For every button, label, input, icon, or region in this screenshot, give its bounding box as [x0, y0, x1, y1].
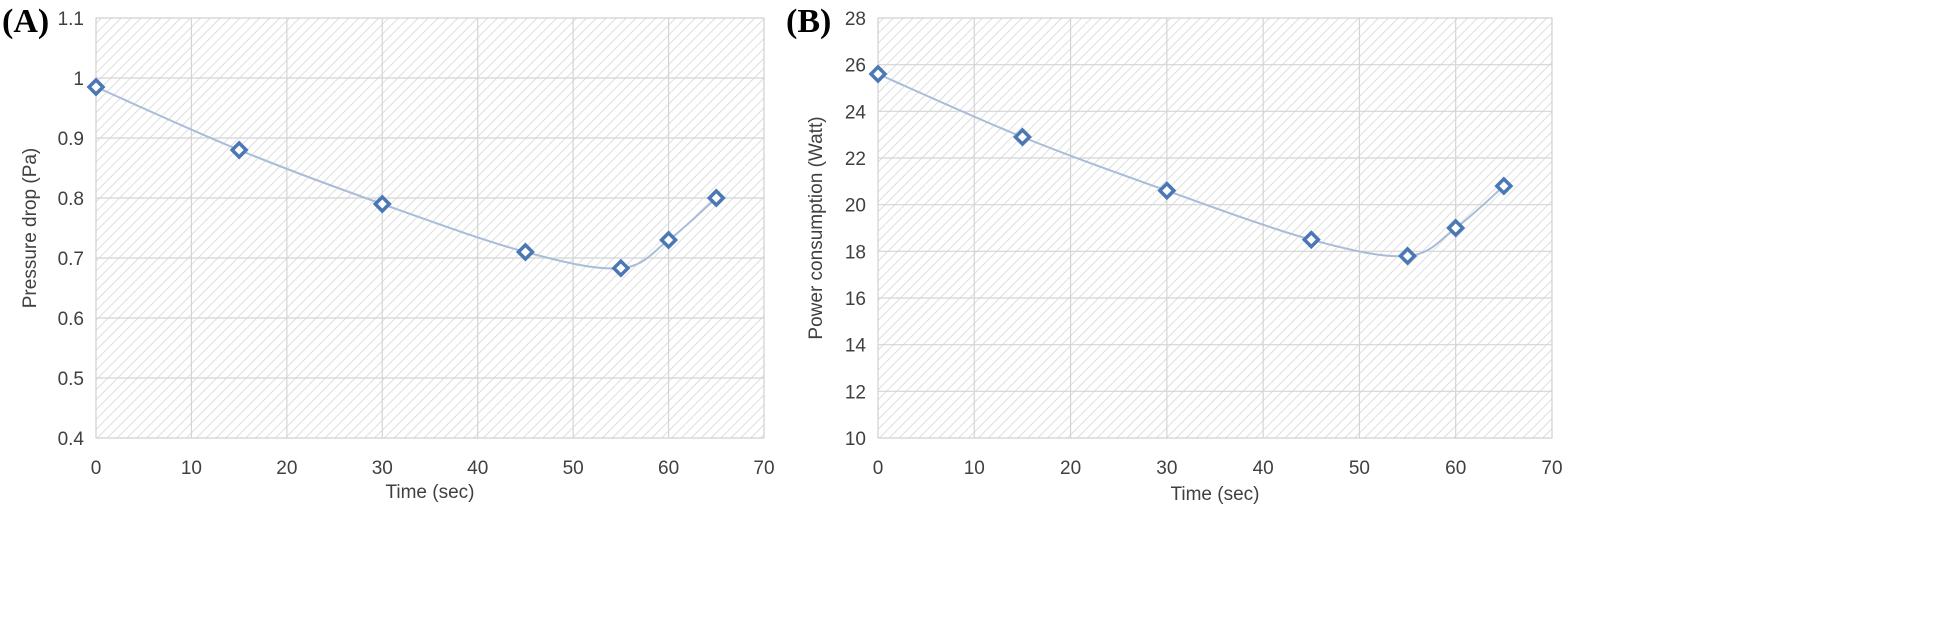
chart-b-frame [877, 17, 1553, 439]
chart-a-plot-area [96, 18, 764, 438]
panel-a-label: (A) [2, 3, 49, 40]
chart-a-data-point [706, 188, 726, 208]
chart-b-x-tick-label: 30 [1156, 458, 1177, 479]
chart-a-y-tick-label: 1 [73, 69, 84, 90]
panel-b-label: (B) [786, 3, 831, 40]
chart-b-data-point [1446, 218, 1466, 238]
chart-b-y-tick-label: 16 [845, 289, 866, 310]
chart-a-y-tick-label: 0.5 [58, 369, 84, 390]
chart-a-data-point [515, 242, 535, 262]
chart-b-y-tick-label: 12 [845, 382, 866, 403]
chart-b-data-point [1157, 181, 1177, 201]
chart-a-x-tick-label: 20 [276, 458, 297, 479]
chart-a-markers [86, 77, 726, 278]
chart-a-y-tick-label: 1.1 [58, 9, 84, 30]
chart-a-x-tick-label: 60 [658, 458, 679, 479]
chart-b-y-tick-label: 22 [845, 149, 866, 170]
chart-a-grid [95, 17, 765, 439]
chart-a-frame [95, 17, 765, 439]
chart-b-x-tick-label: 0 [873, 458, 884, 479]
chart-a-x-tick-label: 0 [91, 458, 102, 479]
chart-a-x-tick-label: 30 [372, 458, 393, 479]
chart-b: (B) 10 12 14 16 18 20 22 24 26 28 0 10 20 30 40 50 60 70… [786, 3, 1563, 505]
chart-b-y-tick-label: 24 [845, 102, 867, 123]
chart-a-x-tick-label: 70 [753, 458, 774, 479]
chart-a-x-axis-title: Time (sec) [385, 482, 474, 503]
chart-b-x-ticks: 0 10 20 30 40 50 60 70 [873, 458, 1563, 479]
chart-a-x-tick-label: 50 [563, 458, 584, 479]
chart-b-y-tick-label: 18 [845, 242, 866, 263]
chart-b-x-axis-title: Time (sec) [1170, 484, 1259, 505]
chart-a-y-axis-title: Pressure drop (Pa) [20, 148, 41, 309]
chart-b-x-tick-label: 20 [1060, 458, 1081, 479]
chart-b-plot-area [878, 18, 1552, 438]
chart-b-data-point [1494, 176, 1514, 196]
chart-b-y-tick-label: 10 [845, 429, 866, 450]
chart-b-y-tick-label: 28 [845, 9, 866, 30]
chart-a-data-point [659, 230, 679, 250]
chart-a-data-point [86, 77, 106, 97]
chart-b-data-point [1398, 246, 1418, 266]
chart-a-y-tick-label: 0.6 [58, 309, 84, 330]
chart-b-x-tick-label: 10 [964, 458, 985, 479]
chart-b-y-tick-label: 20 [845, 196, 866, 217]
chart-b-series-line [877, 73, 1505, 258]
chart-a-y-ticks: 0.4 0.5 0.6 0.7 0.8 0.9 1 1.1 [58, 9, 85, 450]
chart-b-x-tick-label: 60 [1445, 458, 1466, 479]
chart-a-data-point [372, 194, 392, 214]
chart-a-y-tick-label: 0.9 [58, 129, 84, 150]
chart-b-data-point [868, 64, 888, 84]
chart-b-y-tick-label: 14 [845, 336, 867, 357]
chart-b-x-tick-label: 50 [1349, 458, 1370, 479]
chart-a-x-ticks: 0 10 20 30 40 50 60 70 [91, 458, 775, 479]
chart-b-y-axis-title: Power consumption (Watt) [806, 116, 827, 339]
chart-b-data-point [1301, 230, 1321, 250]
chart-a-y-tick-label: 0.7 [58, 249, 84, 270]
chart-b-y-ticks: 10 12 14 16 18 20 22 24 26 28 [845, 9, 867, 450]
chart-b-y-tick-label: 26 [845, 56, 866, 77]
chart-b-x-tick-label: 70 [1541, 458, 1562, 479]
chart-a-x-tick-label: 40 [467, 458, 488, 479]
chart-a: (A) 0.4 0.5 0.6 0.7 0.8 0.9 1 1.1 0 10 20 30 40 50 60… [2, 3, 775, 503]
chart-a-data-point [611, 258, 631, 278]
chart-a-data-point [229, 140, 249, 160]
chart-a-y-tick-label: 0.4 [58, 429, 85, 450]
chart-a-y-tick-label: 0.8 [58, 189, 84, 210]
chart-b-x-tick-label: 40 [1253, 458, 1274, 479]
chart-a-series-line [95, 86, 717, 270]
chart-a-x-tick-label: 10 [181, 458, 202, 479]
chart-b-data-point [1012, 127, 1032, 147]
chart-b-markers [868, 64, 1514, 266]
